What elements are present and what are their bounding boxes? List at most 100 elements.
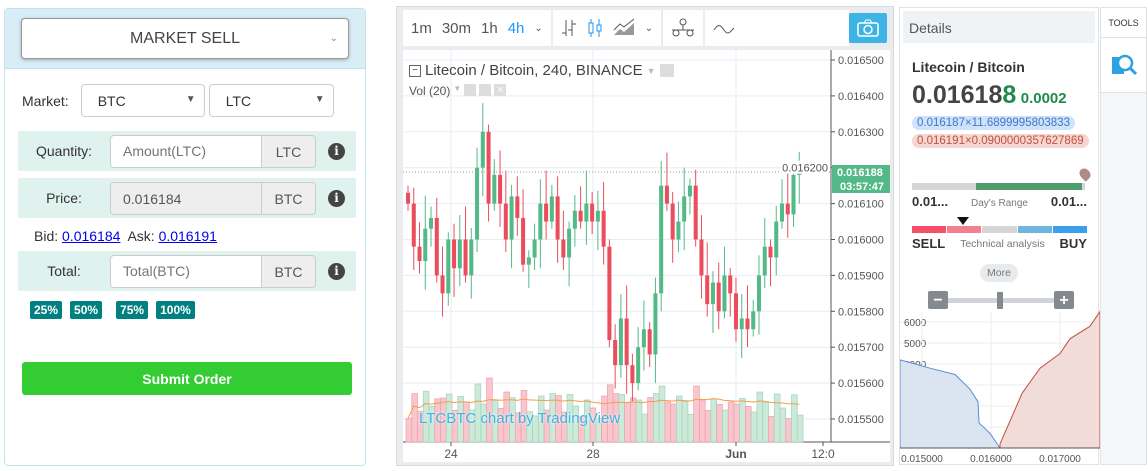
depth-x-label: 0.015000: [901, 454, 943, 465]
info-icon[interactable]: i: [328, 262, 345, 280]
tradingview-watermark[interactable]: LTCBTC chart by TradingView: [419, 410, 621, 427]
candle-body: [452, 239, 457, 269]
candle-body: [791, 174, 796, 215]
candle-body: [659, 185, 664, 294]
quantity-row: Quantity: LTC i: [18, 131, 356, 171]
price-input: 0.016184: [110, 181, 262, 215]
info-icon[interactable]: i: [328, 142, 345, 160]
buy-label: BUY: [1059, 236, 1087, 251]
caret-down-icon: ▼: [314, 94, 325, 105]
pct-100-button[interactable]: 100%: [156, 301, 195, 319]
y-tick-label: 0.015700: [838, 342, 884, 354]
candle-body: [440, 275, 445, 294]
volume-bar: [658, 385, 666, 443]
bid-link[interactable]: 0.016184: [62, 228, 121, 244]
volume-bar: [756, 391, 764, 443]
candle-body: [475, 167, 480, 240]
candle-body: [595, 210, 600, 222]
volume-legend: Vol (20) ▼ ×: [409, 84, 507, 98]
quantity-input[interactable]: [110, 134, 262, 168]
last-price-label-bg: [832, 165, 890, 180]
candle-body: [630, 365, 635, 384]
candle-body: [429, 217, 434, 229]
technical-analysis-link[interactable]: Technical analysis: [960, 237, 1045, 250]
volume-bar: [710, 398, 718, 443]
candle-body: [682, 196, 687, 222]
pct-50-button[interactable]: 50%: [70, 301, 103, 319]
candle-body: [733, 293, 738, 330]
y-tick-label: 0.016200: [782, 163, 828, 175]
candle-body: [641, 329, 646, 348]
zoom-slider-handle: [997, 292, 1003, 309]
quantity-unit: LTC: [262, 134, 316, 168]
ask-link[interactable]: 0.016191: [158, 228, 217, 244]
total-input[interactable]: [110, 254, 262, 288]
total-row: Total: BTC i: [18, 251, 356, 291]
candle-body: [664, 185, 669, 204]
candle-body: [515, 196, 520, 218]
candle-body: [544, 203, 549, 222]
volume-bar: [664, 401, 672, 443]
candle-body: [572, 210, 577, 229]
volume-bar: [768, 416, 775, 443]
order-type-select[interactable]: MARKET SELL ⌄: [21, 18, 349, 59]
x-tick-label: 28: [586, 447, 600, 461]
price-change: 0.0002: [1020, 90, 1067, 107]
volume-bar: [676, 395, 683, 443]
collapse-icon[interactable]: −: [409, 64, 421, 77]
interval-30m[interactable]: 30m: [441, 19, 472, 37]
price-chart[interactable]: 0.016500 0.016400 0.016300 0.016200 0.016100…: [403, 50, 890, 462]
volume-bar: [641, 413, 649, 443]
area-chart-icon[interactable]: [613, 18, 635, 38]
interval-1m[interactable]: 1m: [411, 19, 432, 37]
chevron-down-icon[interactable]: ⌄: [644, 22, 654, 34]
caret-down-icon[interactable]: ▼: [646, 65, 656, 76]
depth-y-label: 6000: [904, 318, 927, 329]
screener-tool-button[interactable]: [1101, 38, 1146, 93]
volume-bar: [722, 409, 729, 443]
candle-body: [762, 246, 767, 276]
chart-canvas[interactable]: 0.016500 0.016400 0.016300 0.016200 0.016100…: [403, 50, 890, 462]
candle-body: [411, 203, 416, 247]
snapshot-button[interactable]: [849, 13, 887, 43]
candle-body: [710, 282, 715, 305]
eye-icon[interactable]: [464, 84, 477, 96]
bars-icon[interactable]: [561, 18, 577, 38]
volume-bar: [635, 399, 643, 443]
settings-icon[interactable]: [479, 84, 492, 96]
quote-market-select[interactable]: LTC ▼: [208, 84, 334, 117]
candle-body: [722, 275, 727, 312]
base-value: BTC: [97, 93, 126, 109]
close-icon[interactable]: ×: [494, 84, 507, 96]
price-label: Price:: [46, 190, 82, 206]
info-icon[interactable]: i: [328, 189, 345, 207]
candles-icon[interactable]: [587, 18, 603, 38]
eye-icon[interactable]: [659, 64, 674, 77]
candle-body: [423, 228, 428, 262]
more-button[interactable]: More: [980, 264, 1018, 282]
interval-1h[interactable]: 1h: [481, 19, 498, 37]
candle-body: [601, 210, 606, 247]
quote-value: LTC: [225, 93, 252, 109]
volume-bar: [739, 398, 746, 443]
chart-legend: − Litecoin / Bitcoin, 240, BINANCE ▼: [409, 62, 674, 79]
candle-body: [406, 192, 411, 204]
submit-order-button[interactable]: Submit Order: [22, 362, 352, 395]
market-label: Market:: [22, 92, 69, 109]
candle-body: [526, 257, 531, 265]
indicators-icon[interactable]: [713, 18, 735, 38]
compare-icon[interactable]: [671, 18, 695, 38]
candle-body: [693, 185, 698, 240]
chevron-down-icon[interactable]: ⌄: [534, 22, 543, 34]
candle-body: [503, 203, 508, 240]
interval-4h[interactable]: 4h: [507, 19, 525, 37]
pct-25-button[interactable]: 25%: [30, 301, 63, 319]
pct-75-button[interactable]: 75%: [116, 301, 149, 319]
volume-bar: [727, 401, 735, 443]
depth-chart[interactable]: −+6000500040003000200010000.0150000.0160…: [900, 290, 1100, 465]
caret-down-icon[interactable]: ▼: [453, 84, 462, 93]
candle-body: [739, 318, 744, 330]
base-market-select[interactable]: BTC ▼: [80, 84, 205, 117]
total-unit: BTC: [262, 254, 316, 288]
plus-icon: +: [1059, 292, 1068, 309]
